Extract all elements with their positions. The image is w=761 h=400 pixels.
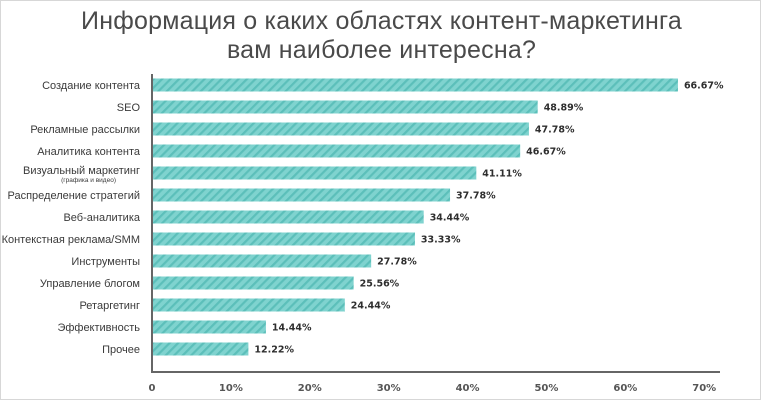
- bar-6: [152, 210, 424, 224]
- category-label-10: Ретаргетинг: [79, 300, 140, 312]
- bar-11: [152, 320, 266, 334]
- bar-7: [152, 232, 415, 246]
- bar-10: [152, 298, 345, 312]
- bar-2: [152, 122, 529, 136]
- chart-title: Информация о каких областях контент-марк…: [1, 7, 761, 65]
- bar-4: [152, 166, 477, 180]
- bar-0: [152, 78, 678, 92]
- x-tick-label-2: 20%: [298, 383, 322, 394]
- x-tick-label-7: 70%: [692, 383, 716, 394]
- category-label-11: Эффективность: [57, 322, 140, 334]
- bar-1: [152, 100, 538, 114]
- bar-8: [152, 254, 372, 268]
- category-label-4: Визуальный маркетинг: [23, 165, 140, 177]
- x-tick-label-4: 40%: [456, 383, 480, 394]
- category-label-7: Контекстная реклама/SMM: [2, 234, 140, 246]
- value-label-8: 27.78%: [377, 257, 417, 268]
- category-note-4: (графика и видео): [61, 177, 116, 184]
- axis-layer: 0 10% 20% 30% 40% 50% 60% 70%: [149, 74, 720, 394]
- bars-layer: [152, 78, 678, 356]
- value-label-12: 12.22%: [254, 345, 294, 356]
- bar-12: [152, 342, 249, 356]
- category-label-12: Прочее: [102, 344, 140, 356]
- x-tick-label-6: 60%: [613, 383, 637, 394]
- labels-layer: Создание контента 66.67% SEO 48.89% Рекламны…: [2, 80, 724, 356]
- x-tick-label-5: 50%: [534, 383, 558, 394]
- value-label-9: 25.56%: [360, 279, 400, 290]
- category-label-3: Аналитика контента: [37, 146, 141, 158]
- chart-title-line-1: Информация о каких областях контент-марк…: [81, 7, 682, 35]
- value-label-4: 41.11%: [482, 169, 522, 180]
- category-label-0: Создание контента: [42, 80, 141, 92]
- value-label-3: 46.67%: [526, 147, 566, 158]
- x-tick-label-3: 30%: [377, 383, 401, 394]
- value-label-10: 24.44%: [351, 301, 391, 312]
- value-label-2: 47.78%: [535, 125, 575, 136]
- bar-5: [152, 188, 451, 202]
- value-label-7: 33.33%: [421, 235, 461, 246]
- category-label-1: SEO: [117, 102, 141, 114]
- category-label-6: Веб-аналитика: [63, 212, 140, 224]
- value-label-6: 34.44%: [430, 213, 470, 224]
- bar-3: [152, 144, 521, 158]
- value-label-5: 37.78%: [456, 191, 496, 202]
- chart-title-line-2: вам наиболее интересна?: [226, 36, 537, 64]
- value-label-11: 14.44%: [272, 323, 312, 334]
- category-label-8: Инструменты: [71, 256, 140, 268]
- bar-9: [152, 276, 354, 290]
- category-label-2: Рекламные рассылки: [30, 124, 140, 136]
- category-label-9: Управление блогом: [40, 278, 140, 290]
- value-label-1: 48.89%: [544, 103, 584, 114]
- x-tick-label-0: 0: [149, 383, 156, 394]
- x-tick-label-1: 10%: [219, 383, 243, 394]
- value-label-0: 66.67%: [684, 81, 724, 92]
- category-label-5: Распределение стратегий: [7, 190, 140, 202]
